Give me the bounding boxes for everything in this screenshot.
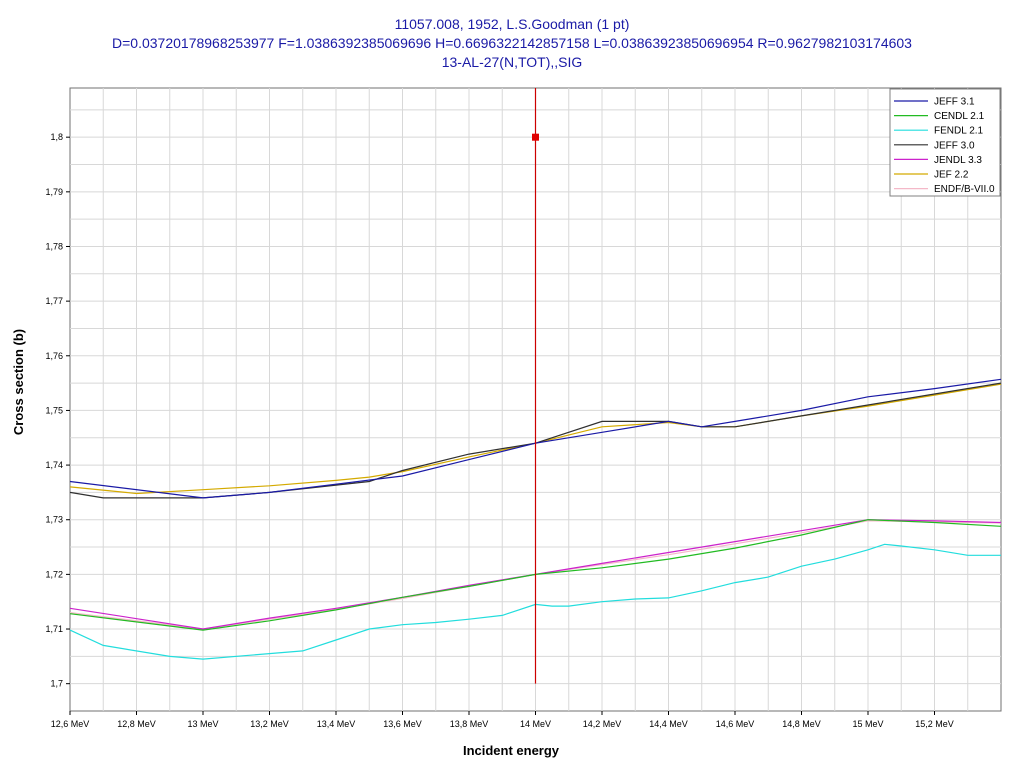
tick-layer: 12,6 MeV 12,8 MeV 13 MeV 13,2 MeV 13,4 MeV 13… [45, 132, 953, 729]
y-tick-label: 1,76 [45, 351, 63, 361]
series-line-fendl-2-1 [69, 543, 1001, 660]
marker-layer [532, 88, 539, 684]
legend-box [889, 88, 1001, 197]
legend-label: FENDL 2.1 [934, 126, 984, 137]
legend-label: JEFF 3.0 [934, 140, 975, 151]
y-tick-label: 1,73 [45, 515, 63, 525]
x-tick-label: 14,8 MeV [782, 719, 821, 729]
y-tick-label: 1,75 [45, 405, 63, 415]
x-tick-label: 14,6 MeV [716, 719, 755, 729]
x-tick-label: 14,2 MeV [583, 719, 622, 729]
legend: JEFF 3.1 CENDL 2.1 FENDL 2.1 JEFF 3.0 JENDL … [889, 88, 1001, 197]
chart-title: 11057.008, 1952, L.S.Goodman (1 pt) [394, 16, 630, 32]
experimental-data-point [532, 133, 539, 141]
y-tick-label: 1,72 [45, 569, 63, 579]
reaction-label: 13-AL-27(N,TOT),,SIG [441, 54, 583, 70]
y-tick-label: 1,7 [50, 679, 63, 689]
x-tick-label: 13,8 MeV [450, 719, 489, 729]
x-tick-label: 13,4 MeV [317, 719, 356, 729]
legend-label: JENDL 3.3 [934, 155, 982, 166]
x-tick-label: 13,6 MeV [383, 719, 422, 729]
y-tick-label: 1,78 [45, 241, 63, 251]
x-axis-title: Incident energy [463, 743, 560, 758]
x-tick-label: 13,2 MeV [250, 719, 289, 729]
x-tick-label: 14,4 MeV [649, 719, 688, 729]
x-tick-label: 13 MeV [187, 719, 218, 729]
series-line-jendl-3-3 [69, 519, 1002, 630]
series-line-jeff-3-1 [69, 378, 1002, 499]
x-tick-label: 12,8 MeV [117, 719, 156, 729]
legend-label: JEF 2.2 [934, 170, 969, 181]
legend-label: JEFF 3.1 [934, 97, 975, 108]
y-tick-label: 1,71 [45, 624, 63, 634]
x-tick-label: 15 MeV [852, 719, 883, 729]
legend-label: ENDF/B-VII.0 [934, 184, 995, 195]
x-tick-label: 15,2 MeV [915, 719, 954, 729]
x-tick-label: 12,6 MeV [51, 719, 90, 729]
y-axis-title: Cross section (b) [11, 329, 26, 435]
y-tick-label: 1,74 [45, 460, 63, 470]
y-tick-label: 1,79 [45, 187, 63, 197]
series-line-cendl-2-1 [69, 519, 1002, 631]
series-layer [69, 378, 1002, 660]
series-line-jeff-3-0 [69, 382, 1002, 499]
y-tick-label: 1,8 [50, 132, 63, 142]
y-tick-label: 1,77 [45, 296, 63, 306]
legend-label: CENDL 2.1 [934, 111, 985, 122]
chart-parameters: D=0.03720178968253977 F=1.03863923850696… [112, 35, 912, 51]
x-tick-label: 14 MeV [520, 719, 551, 729]
